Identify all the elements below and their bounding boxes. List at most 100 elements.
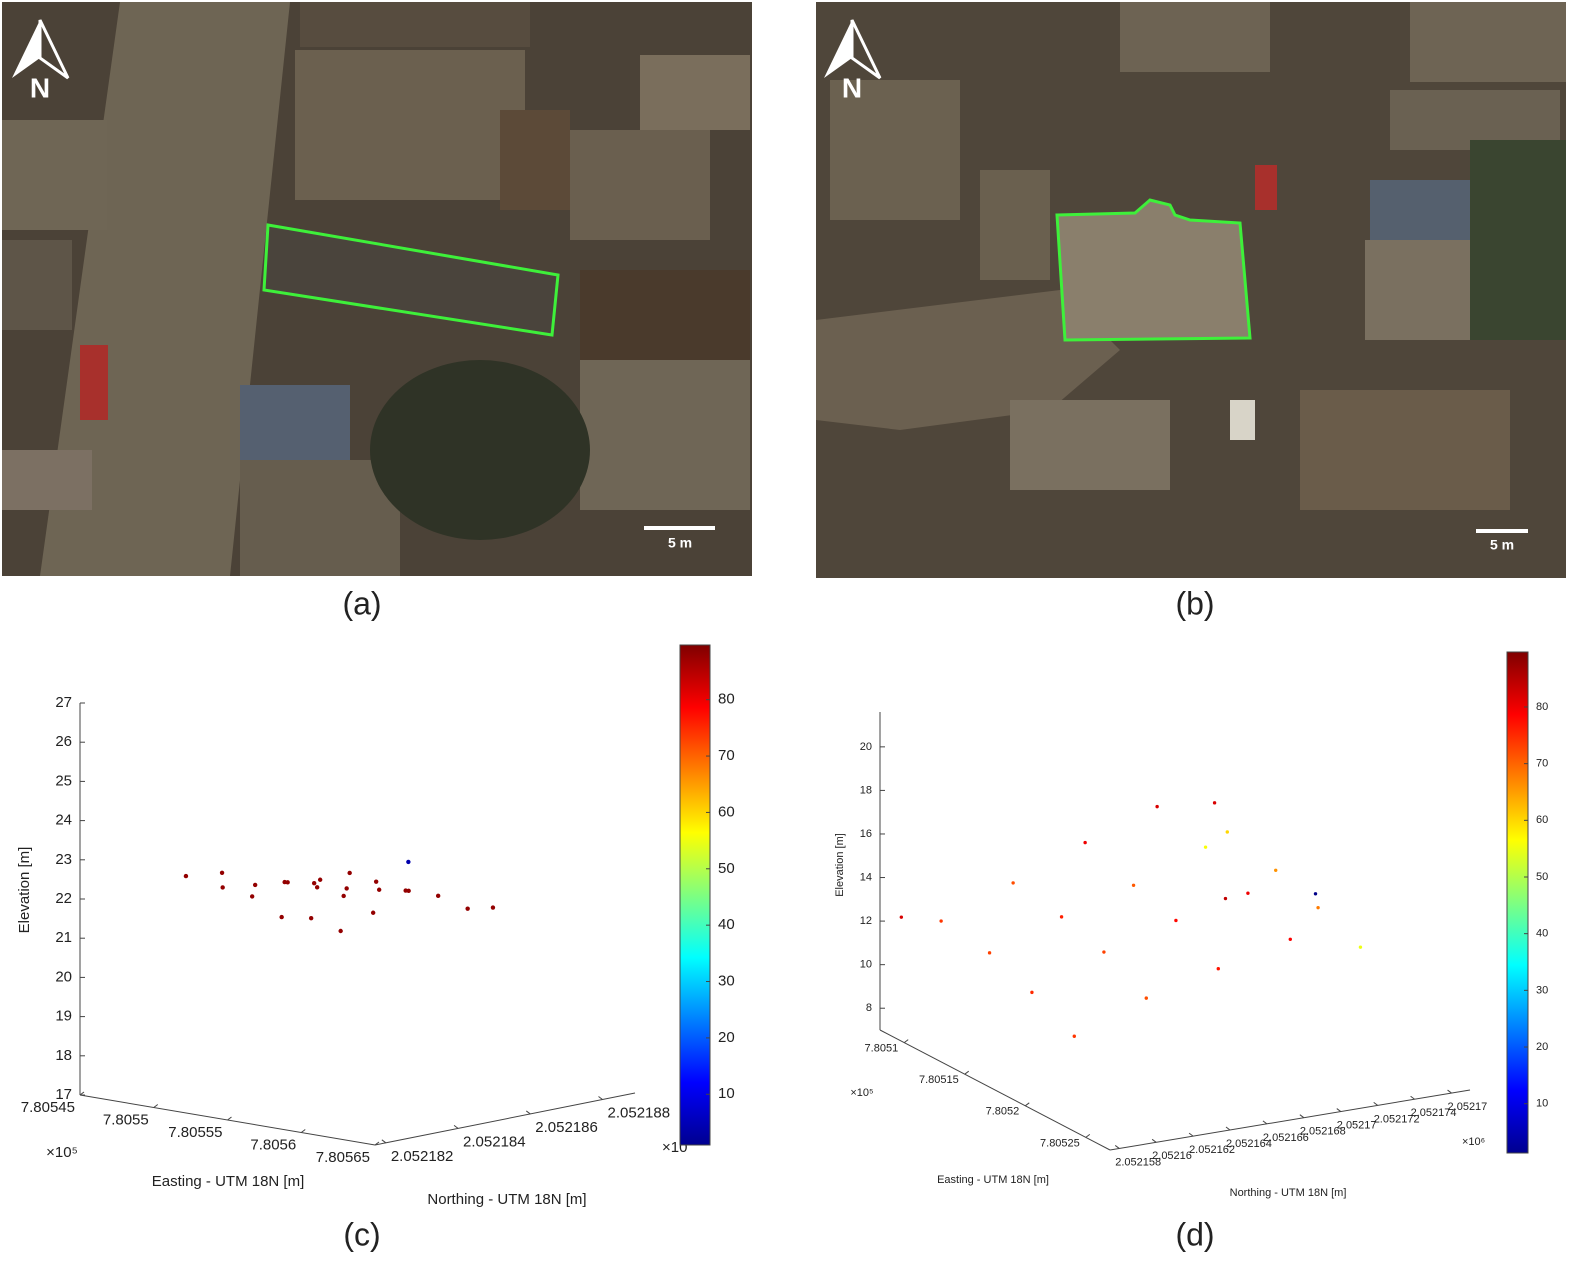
z-tick-label: 18 bbox=[55, 1047, 72, 1064]
point bbox=[341, 893, 346, 899]
panel-label: (d) bbox=[1175, 1216, 1214, 1252]
point bbox=[219, 870, 225, 875]
axis-line bbox=[879, 1029, 1111, 1151]
panel-label: (b) bbox=[1175, 585, 1214, 621]
point bbox=[1225, 830, 1229, 834]
axis-line bbox=[374, 1092, 636, 1146]
y-tick bbox=[453, 1124, 459, 1129]
z-tick-label: 16 bbox=[860, 828, 872, 840]
point bbox=[1216, 966, 1220, 971]
point bbox=[987, 951, 992, 955]
y-tick-label: 2.052166 bbox=[1263, 1132, 1309, 1144]
point bbox=[406, 859, 411, 865]
x-tick bbox=[1024, 1102, 1030, 1107]
point bbox=[1288, 937, 1292, 941]
y-axis-label: Northing - UTM 18N [m] bbox=[1230, 1187, 1347, 1199]
point bbox=[435, 893, 441, 899]
z-tick-label: 12 bbox=[860, 915, 872, 927]
z-tick-label: 20 bbox=[55, 968, 72, 985]
colorbar-tick-label: 60 bbox=[1536, 814, 1548, 826]
scale-label: 5 m bbox=[668, 535, 692, 551]
point bbox=[490, 905, 496, 910]
x-tick bbox=[1085, 1133, 1091, 1138]
point bbox=[252, 882, 258, 888]
x-tick bbox=[227, 1116, 232, 1121]
y-tick bbox=[525, 1110, 531, 1115]
colorbar-tick-label: 20 bbox=[1536, 1041, 1548, 1053]
point bbox=[347, 870, 352, 876]
z-tick-label: 24 bbox=[55, 812, 72, 829]
x-tick-label: 7.80555 bbox=[168, 1124, 222, 1141]
point bbox=[279, 914, 284, 920]
point bbox=[1203, 845, 1208, 849]
point bbox=[1246, 891, 1250, 895]
point bbox=[1316, 905, 1320, 910]
z-tick-label: 22 bbox=[55, 890, 72, 907]
x-tick-label: 7.80545 bbox=[21, 1099, 75, 1116]
x-tick bbox=[300, 1129, 306, 1133]
point bbox=[1102, 950, 1106, 954]
point bbox=[1212, 801, 1217, 805]
north-label: N bbox=[30, 72, 50, 103]
colorbar-tick-label: 80 bbox=[1536, 701, 1548, 713]
point bbox=[308, 915, 314, 921]
z-tick-label: 25 bbox=[55, 772, 72, 789]
y-tick bbox=[1336, 1108, 1342, 1112]
colorbar-tick-label: 30 bbox=[1536, 984, 1548, 996]
point bbox=[465, 906, 470, 911]
point bbox=[1011, 881, 1015, 885]
x-tick-label: 7.8055 bbox=[103, 1111, 149, 1128]
point bbox=[1174, 918, 1178, 923]
colorbar-tick-label: 60 bbox=[718, 803, 735, 820]
colorbar-tick-label: 50 bbox=[718, 860, 735, 877]
y-tick-label: 2.052182 bbox=[391, 1148, 454, 1165]
y-tick-label: 2.052168 bbox=[1300, 1126, 1346, 1138]
z-tick-label: 18 bbox=[860, 784, 872, 796]
z-tick-label: 20 bbox=[860, 741, 872, 753]
point bbox=[1223, 896, 1228, 901]
point bbox=[370, 910, 376, 915]
colorbar bbox=[679, 644, 711, 1146]
y-tick bbox=[1114, 1145, 1120, 1149]
x-tick bbox=[153, 1104, 159, 1108]
x-tick-label: 7.8052 bbox=[986, 1106, 1020, 1118]
point bbox=[1030, 990, 1034, 995]
scale-label: 5 m bbox=[1490, 537, 1514, 553]
y-tick bbox=[1299, 1114, 1305, 1119]
north-arrow bbox=[12, 19, 882, 80]
z-tick-label: 14 bbox=[860, 871, 872, 883]
colorbar-tick-label: 40 bbox=[718, 916, 735, 933]
z-tick-label: 10 bbox=[860, 959, 872, 971]
y-tick bbox=[381, 1139, 387, 1144]
panel-label: (c) bbox=[343, 1216, 380, 1252]
point bbox=[373, 879, 379, 884]
y-tick-label: 2.05216 bbox=[1152, 1150, 1192, 1162]
y-tick bbox=[1410, 1095, 1415, 1100]
y-tick bbox=[1151, 1138, 1157, 1143]
z-tick-label: 8 bbox=[866, 1002, 872, 1014]
point bbox=[1313, 892, 1318, 896]
point bbox=[249, 894, 255, 899]
y-tick bbox=[1373, 1101, 1378, 1106]
colorbar-tick-label: 50 bbox=[1536, 871, 1548, 883]
point bbox=[317, 877, 323, 882]
y-axis-label: Northing - UTM 18N [m] bbox=[427, 1191, 586, 1208]
point bbox=[1358, 945, 1363, 949]
axis-line bbox=[1109, 1089, 1471, 1151]
x-tick bbox=[903, 1039, 909, 1044]
satellite-image-a bbox=[2, 2, 752, 576]
point bbox=[1274, 868, 1278, 872]
point bbox=[311, 880, 317, 886]
colorbar-tick-label: 10 bbox=[718, 1085, 735, 1102]
point bbox=[220, 885, 225, 890]
z-axis-label: Elevation [m] bbox=[834, 833, 846, 897]
z-axis-label: Elevation [m] bbox=[16, 847, 33, 934]
x-axis-label: Easting - UTM 18N [m] bbox=[937, 1174, 1049, 1186]
axis-multiplier: ×10⁵ bbox=[46, 1144, 78, 1161]
colorbar-tick-label: 10 bbox=[1536, 1098, 1548, 1110]
z-tick-label: 27 bbox=[55, 694, 72, 711]
axis-multiplier: ×10⁶ bbox=[1462, 1136, 1485, 1148]
y-tick bbox=[598, 1096, 603, 1100]
z-tick-label: 19 bbox=[55, 1008, 72, 1025]
